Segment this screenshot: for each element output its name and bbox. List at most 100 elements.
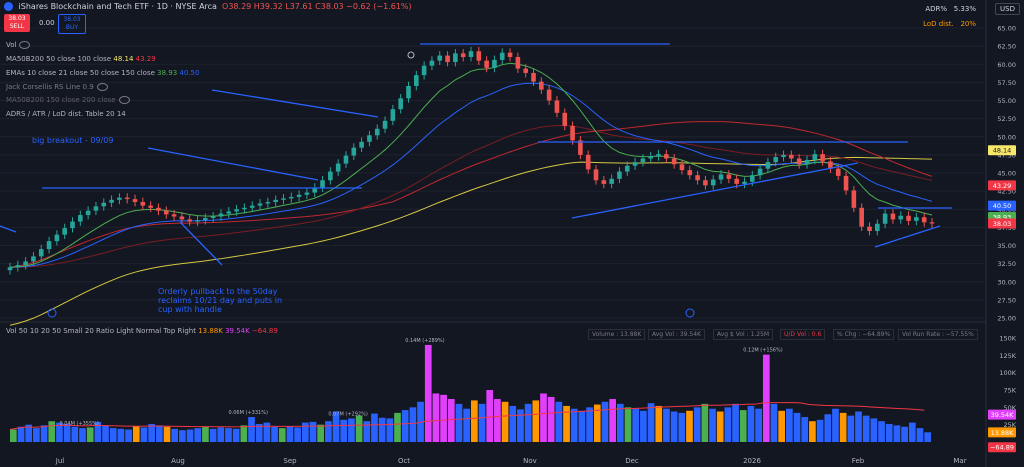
indicator-ma50b200[interactable]: MA50B200 50 close 100 close 48.14 43.29 — [6, 55, 156, 63]
price-tick-label: 47.50 — [997, 151, 1016, 159]
volume-bar — [893, 425, 901, 442]
volume-bar — [424, 344, 432, 442]
price-badge — [988, 200, 1016, 211]
volume-bar — [10, 429, 17, 442]
price-tick-label: 27.50 — [997, 296, 1016, 304]
volume-bar — [263, 422, 271, 442]
price-tick-label: 65.00 — [997, 25, 1016, 33]
volume-tick-label: 50K — [1003, 404, 1016, 412]
eye-icon[interactable] — [118, 96, 130, 104]
candle — [765, 162, 771, 169]
trend-line — [874, 225, 941, 248]
candle — [539, 81, 544, 90]
avg-dollar-vol-cell: Avg $ Vol : 1.25M — [713, 329, 774, 340]
candle — [859, 207, 864, 227]
candle — [406, 86, 411, 99]
volume-bar — [155, 425, 163, 442]
candle — [195, 220, 200, 222]
candle — [734, 178, 739, 184]
candle — [54, 234, 60, 242]
candle — [296, 194, 302, 197]
candle — [648, 156, 654, 159]
candle — [499, 52, 505, 60]
indicator-rs-line[interactable]: Jack Corsellis RS Line 0.9 — [6, 83, 108, 91]
volume-bar — [125, 429, 132, 442]
volume-bar — [63, 423, 71, 442]
eye-icon[interactable] — [96, 83, 108, 91]
volume-bar — [71, 426, 79, 442]
volume-bar — [885, 423, 893, 442]
volume-bar — [655, 405, 663, 442]
volume-average-line — [9, 402, 925, 431]
volume-bar — [94, 421, 102, 442]
price-badge-label: 38.03 — [993, 220, 1012, 228]
eye-icon[interactable] — [19, 41, 31, 49]
candle — [46, 241, 52, 250]
volume-bar — [747, 405, 755, 442]
candle — [203, 217, 208, 221]
candle — [570, 125, 575, 141]
price-tick-label: 32.50 — [997, 260, 1016, 268]
volume-bar — [870, 418, 878, 442]
volume-bar — [809, 421, 816, 442]
volume-bar — [578, 410, 586, 442]
price-tick-label: 25.00 — [997, 315, 1016, 323]
candle — [78, 215, 83, 222]
buy-price: 38.03 — [63, 16, 81, 23]
indicator-ma150[interactable]: MA50B200 150 close 200 close — [6, 96, 130, 104]
volume-bar — [56, 422, 63, 442]
volume-bar — [609, 399, 616, 442]
price-badge — [988, 145, 1016, 156]
volume-bar — [386, 418, 394, 442]
candle — [281, 198, 286, 200]
volume-bar — [862, 415, 870, 442]
trend-line — [571, 162, 859, 219]
candle — [875, 223, 880, 231]
candle — [531, 72, 536, 82]
annotation-pullback[interactable]: Orderly pullback to the 50day reclaims 1… — [158, 287, 283, 314]
volume-badge — [988, 427, 1016, 438]
currency-selector[interactable]: USD — [995, 3, 1020, 15]
candle — [210, 216, 216, 218]
volume-bar — [294, 427, 301, 442]
volume-bar — [824, 414, 832, 442]
candle — [484, 60, 489, 68]
volume-bar — [686, 410, 693, 442]
sell-button[interactable]: 38.03 SELL — [4, 14, 30, 32]
candle — [773, 157, 779, 163]
volume-bar — [586, 407, 593, 442]
volume-bar — [678, 412, 686, 442]
chart-header: iShares Blockchain and Tech ETF · 1D · N… — [4, 2, 412, 11]
volume-bar — [532, 400, 540, 442]
volume-bar — [186, 429, 194, 442]
volume-spike-label: 0.12M (+156%) — [743, 348, 782, 354]
indicator-emas[interactable]: EMAs 10 close 21 close 50 close 150 clos… — [6, 69, 200, 77]
candle — [679, 164, 685, 171]
volume-bar — [593, 404, 601, 442]
indicator-adrs[interactable]: ADRS / ATR / LoD dist. Table 20 14 — [6, 110, 126, 118]
indicator-vol[interactable]: Vol — [6, 41, 31, 49]
candle — [242, 207, 247, 210]
volume-bar — [494, 399, 501, 442]
candle — [812, 154, 818, 160]
candle — [578, 140, 583, 155]
volume-bar — [878, 421, 885, 442]
buy-button[interactable]: 38.03 BUY — [58, 14, 86, 34]
ema21-line — [9, 82, 933, 268]
volume-bar — [348, 418, 355, 442]
volume-bar — [248, 417, 255, 442]
price-tick-label: 45.00 — [997, 170, 1016, 178]
indicator-vol-study[interactable]: Vol 50 10 20 50 Small 20 Ratio Light Nor… — [6, 327, 278, 335]
volume-bar — [701, 403, 709, 442]
candle — [585, 154, 591, 170]
annotation-breakout[interactable]: big breakout - 09/09 — [32, 136, 114, 145]
candle — [437, 55, 443, 61]
avg-vol-cell: Avg Vol : 39.54K — [648, 329, 705, 340]
price-tick-label: 55.00 — [997, 97, 1016, 105]
volume-bar — [670, 411, 678, 442]
volume-tick-label: 75K — [1003, 387, 1016, 395]
symbol-title[interactable]: iShares Blockchain and Tech ETF · 1D · N… — [18, 2, 217, 11]
candle — [390, 109, 396, 121]
candle — [156, 207, 161, 211]
